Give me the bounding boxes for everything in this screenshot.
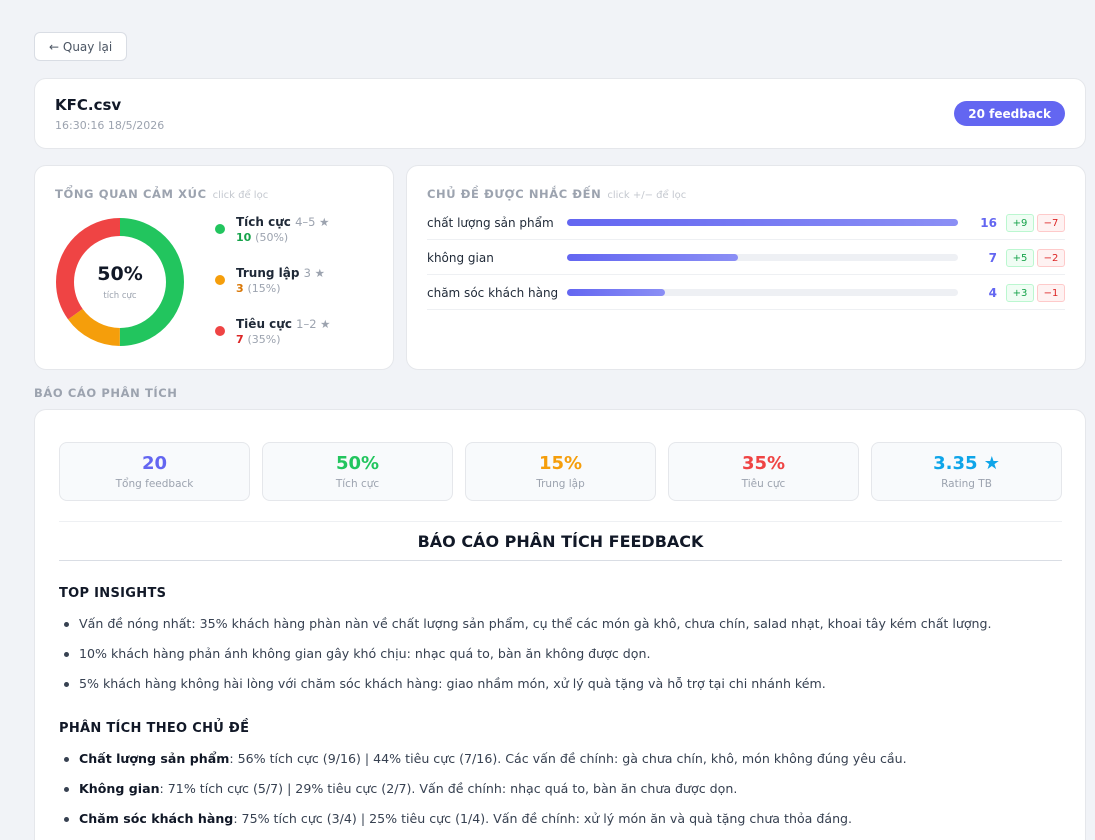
sentiment-heading: TỔNG QUAN CẢM XÚC click để lọc: [55, 183, 268, 202]
topic-analysis-text: : 71% tích cực (5/7) | 29% tiêu cực (2/7…: [159, 781, 738, 796]
list-item: 10% khách hàng phản ánh không gian gây k…: [59, 639, 1069, 669]
stat-average-rating: 3.35 ★ Rating TB: [871, 442, 1062, 501]
sentiment-hint: click để lọc: [212, 190, 269, 201]
topic-name: không gian: [427, 251, 494, 265]
report-section-label: BÁO CÁO PHÂN TÍCH: [34, 386, 178, 400]
stat-value: 15%: [538, 453, 583, 474]
topic-bar-fill: [567, 254, 739, 261]
stat-label: Rating TB: [941, 478, 992, 490]
topic-count: 4: [988, 286, 997, 300]
legend-item-negative[interactable]: Tiêu cực 1–2 ★ 7 (35%): [215, 317, 330, 368]
legend-percent-neutral: (15%): [247, 282, 281, 295]
topics-title: CHỦ ĐỀ ĐƯỢC NHẮC ĐẾN: [427, 187, 602, 201]
topic-negative-filter-button[interactable]: −2: [1037, 249, 1065, 267]
stat-label: Tổng feedback: [115, 478, 194, 490]
list-item: Không gian: 71% tích cực (5/7) | 29% tiê…: [59, 774, 1069, 804]
list-item: Chăm sóc khách hàng: 75% tích cực (3/4) …: [59, 804, 1069, 834]
topic-analysis-text: : 56% tích cực (9/16) | 44% tiêu cực (7/…: [229, 751, 907, 766]
legend-name-positive: Tích cực: [236, 215, 291, 229]
topics-heading: CHỦ ĐỀ ĐƯỢC NHẮC ĐẾN click +/− để lọc: [427, 183, 686, 202]
topic-analysis-heading: PHÂN TÍCH THEO CHỦ ĐỀ: [59, 721, 250, 736]
legend-count-positive: 10: [236, 231, 252, 244]
legend-dot-positive: [215, 224, 225, 234]
topic-count: 16: [980, 216, 997, 230]
legend-item-positive[interactable]: Tích cực 4–5 ★ 10 (50%): [215, 215, 330, 266]
back-button[interactable]: ← Quay lại: [34, 32, 128, 61]
feedback-count-badge: 20 feedback: [954, 101, 1065, 126]
topic-negative-filter-button[interactable]: −1: [1037, 284, 1065, 302]
legend-percent-positive: (50%): [255, 231, 289, 244]
stats-row: 20 Tổng feedback 50% Tích cực 15% Trung …: [59, 442, 1062, 501]
file-name: KFC.csv: [55, 96, 122, 114]
stat-positive: 50% Tích cực: [262, 442, 453, 501]
topic-analysis-text: : 75% tích cực (3/4) | 25% tiêu cực (1/4…: [233, 811, 853, 826]
legend-dot-neutral: [215, 275, 225, 285]
topic-positive-filter-button[interactable]: +5: [1006, 249, 1034, 267]
legend-name-negative: Tiêu cực: [236, 317, 292, 331]
stat-value: 3.35 ★: [933, 453, 1000, 474]
topic-bar-fill: [567, 219, 958, 226]
donut-center-label: tích cực: [103, 291, 137, 301]
legend-percent-negative: (35%): [247, 333, 281, 346]
donut-center-percent: 50%: [97, 263, 143, 285]
topic-bar-track: [567, 219, 958, 226]
file-info-card: KFC.csv 16:30:16 18/5/2026 20 feedback: [34, 78, 1086, 149]
topics-hint: click +/− để lọc: [607, 190, 687, 201]
topic-bar-track: [567, 289, 958, 296]
topic-analysis-label: Không gian: [79, 781, 160, 796]
list-item: Chất lượng sản phẩm: 56% tích cực (9/16)…: [59, 744, 1069, 774]
sentiment-legend: Tích cực 4–5 ★ 10 (50%) Trung lập 3 ★ 3 …: [215, 215, 330, 368]
stat-value: 20: [141, 453, 168, 474]
top-insights-heading: TOP INSIGHTS: [59, 586, 167, 601]
sentiment-title: TỔNG QUAN CẢM XÚC: [55, 187, 207, 201]
topic-count: 7: [988, 251, 997, 265]
legend-count-negative: 7: [236, 333, 244, 346]
legend-range-negative: 1–2 ★: [296, 317, 331, 331]
topics-card: CHỦ ĐỀ ĐƯỢC NHẮC ĐẾN click +/− để lọc chấ…: [406, 165, 1086, 370]
report-title: BÁO CÁO PHÂN TÍCH FEEDBACK: [417, 531, 704, 551]
topic-row: không gian 7 +5 −2: [427, 240, 1065, 275]
topic-analysis-label: Chăm sóc khách hàng: [79, 811, 234, 826]
report-title-bar: BÁO CÁO PHÂN TÍCH FEEDBACK: [59, 521, 1062, 561]
list-item: Vấn đề nóng nhất: 35% khách hàng phàn nà…: [59, 609, 1069, 639]
topic-analysis-label: Chất lượng sản phẩm: [79, 751, 230, 766]
sentiment-donut-chart: [56, 218, 184, 346]
report-card: 20 Tổng feedback 50% Tích cực 15% Trung …: [34, 409, 1086, 840]
legend-count-neutral: 3: [236, 282, 244, 295]
legend-name-neutral: Trung lập: [236, 266, 300, 280]
sentiment-overview-card: TỔNG QUAN CẢM XÚC click để lọc 50% tích c…: [34, 165, 394, 370]
legend-range-positive: 4–5 ★: [295, 215, 330, 229]
topic-name: chăm sóc khách hàng: [427, 286, 559, 300]
legend-dot-negative: [215, 326, 225, 336]
stat-value: 50%: [335, 453, 380, 474]
topic-bar-fill: [567, 289, 665, 296]
topic-positive-filter-button[interactable]: +9: [1006, 214, 1034, 232]
donut-segment-negative[interactable]: [56, 218, 184, 346]
donut-center: 50% tích cực: [55, 217, 185, 347]
topic-analysis-list: Chất lượng sản phẩm: 56% tích cực (9/16)…: [59, 744, 1069, 834]
stat-label: Trung lập: [536, 478, 585, 490]
topic-row: chăm sóc khách hàng 4 +3 −1: [427, 275, 1065, 310]
stat-negative: 35% Tiêu cực: [668, 442, 859, 501]
stat-value: 35%: [741, 453, 786, 474]
legend-item-neutral[interactable]: Trung lập 3 ★ 3 (15%): [215, 266, 330, 317]
stat-neutral: 15% Trung lập: [465, 442, 656, 501]
topic-bar-track: [567, 254, 958, 261]
stat-total-feedback: 20 Tổng feedback: [59, 442, 250, 501]
legend-range-neutral: 3 ★: [303, 266, 325, 280]
topic-list: chất lượng sản phẩm 16 +9 −7 không gian …: [427, 205, 1065, 310]
stat-label: Tích cực: [335, 478, 380, 490]
stat-label: Tiêu cực: [741, 478, 786, 490]
topic-row: chất lượng sản phẩm 16 +9 −7: [427, 205, 1065, 240]
topic-positive-filter-button[interactable]: +3: [1006, 284, 1034, 302]
top-insights-list: Vấn đề nóng nhất: 35% khách hàng phàn nà…: [59, 609, 1069, 699]
topic-negative-filter-button[interactable]: −7: [1037, 214, 1065, 232]
list-item: 5% khách hàng không hài lòng với chăm só…: [59, 669, 1069, 699]
file-timestamp: 16:30:16 18/5/2026: [55, 119, 165, 132]
topic-name: chất lượng sản phẩm: [427, 216, 554, 230]
